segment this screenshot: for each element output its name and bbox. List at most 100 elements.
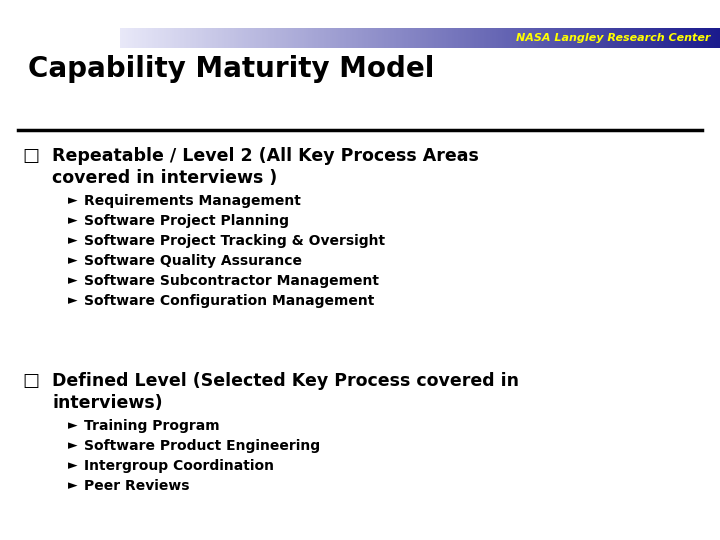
Bar <box>260 28 262 48</box>
Bar <box>208 28 210 48</box>
Bar <box>572 28 574 48</box>
Bar <box>436 28 438 48</box>
Bar <box>700 28 702 48</box>
Bar <box>248 28 250 48</box>
Bar <box>274 28 276 48</box>
Bar <box>372 28 374 48</box>
Bar <box>270 28 272 48</box>
Bar <box>582 28 584 48</box>
Bar <box>140 28 142 48</box>
Bar <box>538 28 540 48</box>
Bar <box>452 28 454 48</box>
Bar <box>462 28 464 48</box>
Bar <box>698 28 700 48</box>
Bar <box>362 28 364 48</box>
Bar <box>466 28 468 48</box>
Bar <box>518 28 520 48</box>
Bar <box>224 28 226 48</box>
Bar <box>186 28 188 48</box>
Bar <box>510 28 512 48</box>
Bar <box>262 28 264 48</box>
Bar <box>336 28 338 48</box>
Bar <box>254 28 256 48</box>
Bar <box>626 28 628 48</box>
Bar <box>610 28 612 48</box>
Bar <box>232 28 234 48</box>
Bar <box>488 28 490 48</box>
Bar <box>328 28 330 48</box>
Bar <box>654 28 656 48</box>
Bar <box>132 28 134 48</box>
Bar <box>506 28 508 48</box>
Bar <box>684 28 686 48</box>
Bar <box>588 28 590 48</box>
Bar <box>706 28 708 48</box>
Bar <box>388 28 390 48</box>
Bar <box>130 28 132 48</box>
Bar <box>276 28 278 48</box>
Text: covered in interviews ): covered in interviews ) <box>52 169 277 187</box>
Bar <box>618 28 620 48</box>
Bar <box>458 28 460 48</box>
Bar <box>552 28 554 48</box>
Bar <box>134 28 136 48</box>
Bar <box>628 28 630 48</box>
Text: ►: ► <box>68 419 78 432</box>
Bar <box>486 28 488 48</box>
Bar <box>190 28 192 48</box>
Text: Software Product Engineering: Software Product Engineering <box>84 439 320 453</box>
Bar <box>442 28 444 48</box>
Bar <box>666 28 668 48</box>
Text: ►: ► <box>68 254 78 267</box>
Bar <box>718 28 720 48</box>
Bar <box>138 28 140 48</box>
Bar <box>604 28 606 48</box>
Bar <box>632 28 634 48</box>
Bar <box>358 28 360 48</box>
Bar <box>620 28 622 48</box>
Bar <box>696 28 698 48</box>
Text: ►: ► <box>68 214 78 227</box>
Bar <box>678 28 680 48</box>
Bar <box>428 28 430 48</box>
Bar <box>434 28 436 48</box>
Text: ►: ► <box>68 194 78 207</box>
Bar <box>514 28 516 48</box>
Bar <box>166 28 168 48</box>
Bar <box>364 28 366 48</box>
Bar <box>420 28 422 48</box>
Bar <box>412 28 414 48</box>
Bar <box>650 28 652 48</box>
Bar <box>520 28 522 48</box>
Bar <box>494 28 496 48</box>
Bar <box>206 28 208 48</box>
Bar <box>278 28 280 48</box>
Bar <box>660 28 662 48</box>
Bar <box>154 28 156 48</box>
Bar <box>368 28 370 48</box>
Bar <box>710 28 712 48</box>
Bar <box>562 28 564 48</box>
Bar <box>546 28 548 48</box>
Bar <box>416 28 418 48</box>
Bar <box>504 28 506 48</box>
Bar <box>288 28 290 48</box>
Bar <box>342 28 344 48</box>
Bar <box>500 28 502 48</box>
Bar <box>564 28 566 48</box>
Bar <box>542 28 544 48</box>
Bar <box>576 28 578 48</box>
Bar <box>422 28 424 48</box>
Bar <box>196 28 198 48</box>
Bar <box>492 28 494 48</box>
Bar <box>578 28 580 48</box>
Bar <box>622 28 624 48</box>
Bar <box>446 28 448 48</box>
Bar <box>392 28 394 48</box>
Bar <box>204 28 206 48</box>
Bar <box>238 28 240 48</box>
Bar <box>176 28 178 48</box>
Bar <box>692 28 694 48</box>
Text: Peer Reviews: Peer Reviews <box>84 479 189 493</box>
Bar <box>694 28 696 48</box>
